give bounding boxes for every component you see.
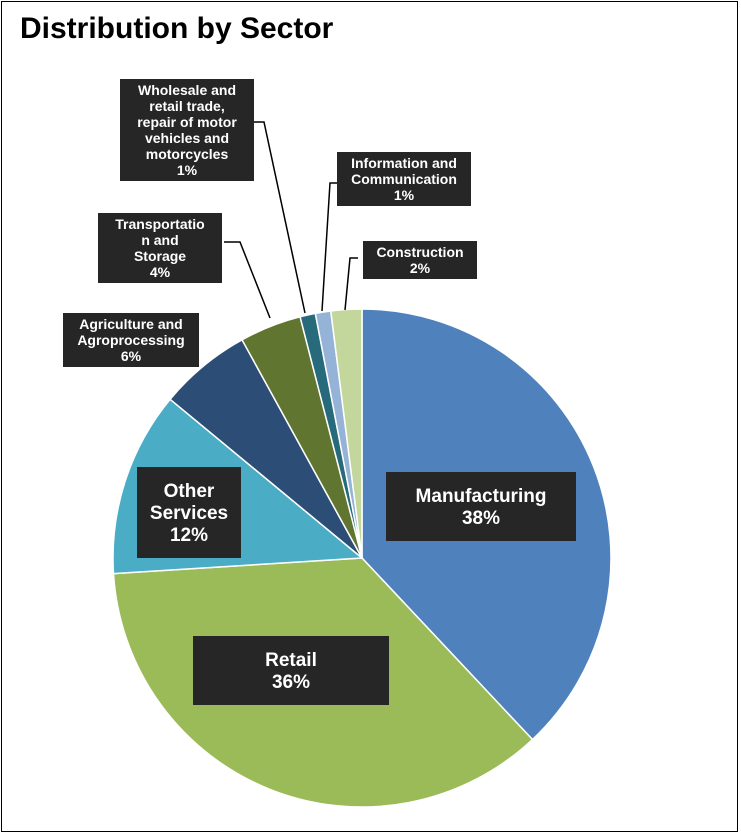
pie-slice-construction <box>329 308 363 559</box>
data-label-line: Other <box>164 481 215 502</box>
leader-line-information-and-communication <box>321 182 338 312</box>
data-label-line: Communication <box>351 171 457 187</box>
data-label-line: Manufacturing <box>416 486 547 507</box>
data-label-line: Agriculture and <box>79 316 182 332</box>
data-label-line: 1% <box>394 187 415 203</box>
data-label-line: 4% <box>150 264 171 280</box>
data-label-line: Agroprocessing <box>77 332 184 348</box>
data-label-box <box>363 241 477 279</box>
data-label-line: Retail <box>265 650 317 671</box>
data-label-line: Information and <box>351 155 457 171</box>
data-label-box <box>337 152 471 206</box>
data-label-line: 2% <box>410 260 431 276</box>
data-label-line: motorcycles <box>146 146 229 162</box>
data-label-box <box>137 467 241 558</box>
chart-title: Distribution by Sector <box>20 12 334 45</box>
leader-line-construction <box>344 257 358 311</box>
data-label-line: Construction <box>376 244 463 260</box>
data-label-line: vehicles and <box>145 130 229 146</box>
data-label-line: repair of motor <box>137 114 237 130</box>
data-label-line: Wholesale and <box>138 82 236 98</box>
data-label-line: Transportatio <box>115 216 204 232</box>
data-label-line: 36% <box>272 672 310 693</box>
data-label-box <box>98 213 222 283</box>
data-label-line: 1% <box>177 162 198 178</box>
leader-line-wholesale-and-retail-trade-repair-of-motor-vehicles-and-motorcycles <box>250 121 306 314</box>
data-label-box <box>120 79 254 181</box>
data-label-line: 12% <box>170 525 208 546</box>
data-label-line: Storage <box>134 248 186 264</box>
data-label-line: Services <box>150 503 228 524</box>
data-label-box <box>386 472 576 541</box>
data-label-line: n and <box>141 232 178 248</box>
data-label-line: 38% <box>462 508 500 529</box>
data-label-box <box>63 313 199 367</box>
data-label-line: retail trade, <box>149 98 224 114</box>
leader-line-transportation-and-storage <box>224 241 271 319</box>
data-label-line: 6% <box>121 348 142 364</box>
data-label-box <box>193 636 389 705</box>
